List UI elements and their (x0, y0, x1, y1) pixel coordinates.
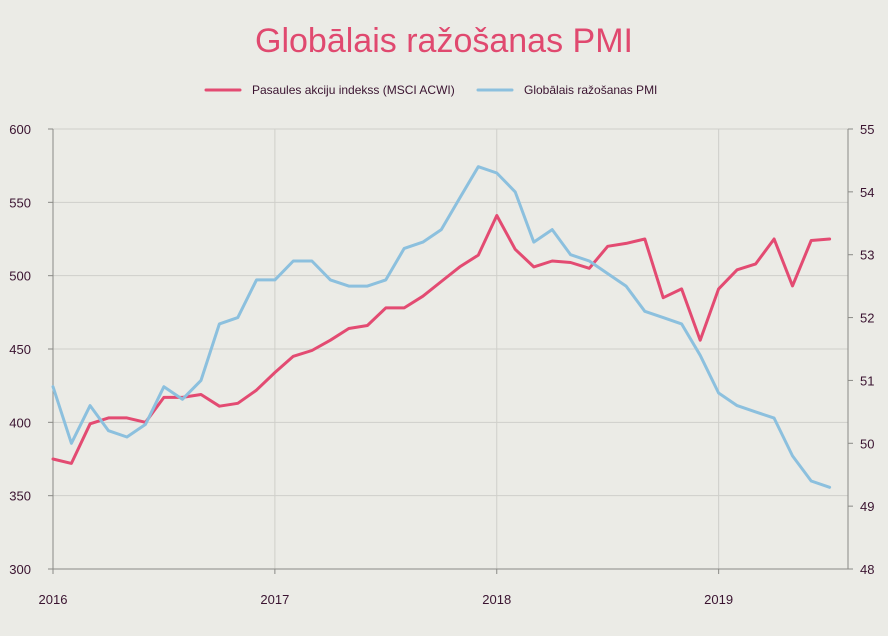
y-right-tick-label: 53 (860, 248, 874, 263)
y-left-tick-label: 600 (9, 122, 31, 137)
x-tick-label: 2019 (704, 592, 733, 607)
series-line-global-pmi (51, 165, 832, 489)
y-right-tick-label: 50 (860, 436, 874, 451)
y-left-tick-label: 350 (9, 489, 31, 504)
y-left-tick-label: 400 (9, 415, 31, 430)
x-tick-label: 2017 (260, 592, 289, 607)
y-left-tick-label: 450 (9, 342, 31, 357)
legend-label-msci-acwi: Pasaules akciju indekss (MSCI ACWI) (252, 83, 455, 97)
y-left-tick-label: 500 (9, 269, 31, 284)
x-tick-label: 2016 (39, 592, 68, 607)
y-right-tick-label: 49 (860, 499, 874, 514)
y-left-tick-label: 300 (9, 562, 31, 577)
y-left-tick-label: 550 (9, 195, 31, 210)
chart-title: Globālais ražošanas PMI (255, 22, 633, 60)
y-right-tick-label: 52 (860, 311, 874, 326)
series-line-msci-acwi (51, 214, 832, 465)
y-right-tick-label: 54 (860, 185, 874, 200)
y-right-tick-label: 48 (860, 562, 874, 577)
y-right-tick-label: 51 (860, 373, 874, 388)
y-right-tick-label: 55 (860, 122, 874, 137)
legend-label-global-pmi: Globālais ražošanas PMI (524, 83, 657, 97)
x-tick-label: 2018 (482, 592, 511, 607)
